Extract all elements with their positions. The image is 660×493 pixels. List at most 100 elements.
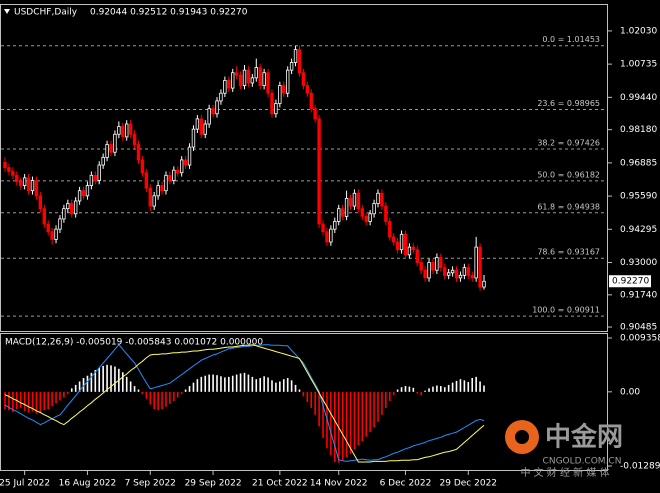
candle-body — [164, 174, 168, 192]
macd-title: MACD(12,26,9) -0.005019 -0.005843 0.0010… — [5, 338, 263, 348]
candle-body — [227, 80, 231, 89]
candle-body — [356, 192, 361, 210]
candle-body — [11, 171, 15, 176]
candle-body — [160, 185, 164, 192]
y-tick-label: 0.98180 — [620, 125, 657, 135]
watermark: 中金网 CNGOLD.COM.CN 中 文 财 经 新 媒 体 — [505, 420, 623, 479]
candle-body — [446, 272, 451, 276]
candle-body — [348, 197, 353, 207]
candle-body — [187, 146, 192, 166]
macd-panel — [0, 333, 608, 471]
candle-body — [7, 167, 11, 172]
candle-body — [270, 92, 274, 115]
candle-body — [388, 221, 392, 238]
fib-label: 23.6 = 0.98965 — [537, 99, 600, 108]
macd-line — [4, 343, 485, 462]
ohlc-header: 0.92044 0.92512 0.91943 0.92270 — [90, 8, 248, 18]
fib-label: 38.2 = 0.97426 — [537, 138, 600, 147]
candle-body — [19, 181, 23, 186]
x-tick-label: 25 Jul 2022 — [0, 479, 50, 489]
y-tick-label: 0.99440 — [620, 93, 657, 103]
candle-body — [109, 144, 113, 153]
candle-body — [384, 205, 388, 222]
candle-body — [85, 185, 90, 197]
macd-line — [4, 344, 485, 463]
y-tick-label: 0.93000 — [620, 258, 657, 268]
candle-body — [301, 72, 306, 86]
candle-body — [423, 269, 427, 279]
last-price-label: 0.92270 — [612, 277, 649, 287]
candle-body — [66, 203, 70, 210]
candle-body — [395, 241, 400, 251]
candle-body — [81, 190, 86, 197]
fib-label: 61.8 = 0.94938 — [537, 202, 600, 211]
candle-body — [482, 280, 486, 288]
candle-body — [199, 118, 204, 135]
y-tick-label: 0.94295 — [620, 225, 657, 235]
candle-body — [254, 67, 258, 79]
candle-body — [403, 233, 408, 256]
candle-body — [427, 262, 431, 279]
candle-body — [54, 228, 58, 240]
candle-body — [399, 233, 404, 251]
price-panel — [0, 4, 608, 332]
candle-body — [179, 159, 184, 174]
candle-body — [156, 185, 160, 197]
candle-body — [419, 262, 423, 271]
candle-body — [454, 269, 459, 279]
candle-body — [176, 169, 180, 174]
y-tick-label: 0.90485 — [620, 323, 657, 333]
candle-body — [329, 228, 333, 243]
candle-body — [266, 72, 270, 94]
candle-body — [113, 133, 117, 153]
candle-body — [391, 236, 396, 243]
candle-body — [3, 162, 7, 169]
candle-body — [368, 213, 372, 222]
candle-body — [183, 159, 188, 166]
candle-body — [309, 92, 313, 110]
candle-body — [364, 215, 368, 222]
candle-body — [285, 69, 290, 94]
candle-body — [38, 195, 43, 210]
candle-body — [70, 203, 74, 215]
candle-body — [313, 108, 317, 120]
candle-body — [148, 187, 152, 207]
candle-body — [274, 103, 278, 115]
candle-body — [97, 164, 101, 181]
candle-body — [125, 123, 129, 138]
candle-body — [172, 169, 176, 181]
candle-body — [305, 85, 310, 94]
candle-body — [62, 208, 66, 220]
candle-body — [474, 246, 478, 279]
candle-body — [50, 231, 54, 240]
fib-label: 100.0 = 0.90911 — [532, 306, 600, 315]
y-tick-label: 0.91740 — [620, 290, 657, 300]
y-tick-label: 0.00 — [620, 387, 640, 397]
candle-body — [128, 123, 133, 135]
menu-arrow[interactable] — [4, 9, 10, 14]
y-tick-label: 0.96885 — [620, 158, 657, 168]
candle-body — [22, 177, 27, 186]
candle-body — [219, 92, 223, 102]
candle-body — [93, 174, 98, 181]
candle-body — [462, 267, 467, 276]
candle-body — [117, 126, 121, 135]
candle-body — [152, 195, 156, 207]
y-tick-label: 0.009358 — [620, 334, 660, 344]
candle-body — [121, 126, 125, 138]
candle-body — [191, 128, 196, 148]
candle-body — [258, 67, 262, 86]
watermark-name: 中金网 — [545, 422, 623, 453]
candle-body — [231, 72, 235, 89]
watermark-site: CNGOLD.COM.CN — [543, 457, 622, 467]
x-tick-label: 29 Sep 2022 — [185, 479, 242, 489]
x-tick-label: 16 Aug 2022 — [59, 479, 117, 489]
candle-body — [415, 249, 419, 263]
candle-body — [372, 203, 376, 215]
x-tick-label: 7 Sep 2022 — [125, 479, 176, 489]
candle-body — [30, 180, 35, 192]
candle-body — [168, 174, 172, 181]
x-tick-label: 6 Dec 2022 — [380, 479, 432, 489]
candle-body — [317, 118, 321, 225]
